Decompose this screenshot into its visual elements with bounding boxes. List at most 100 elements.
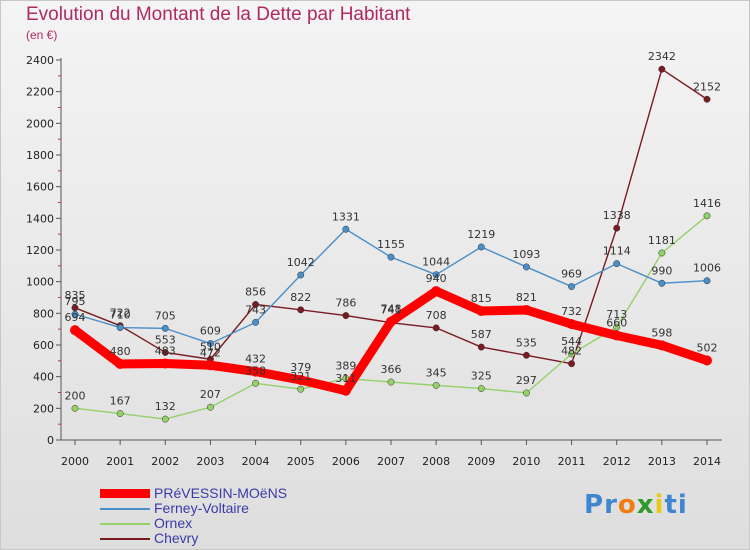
data-label-ferney-voltaire: 710 — [110, 309, 131, 322]
logo-letter: x — [636, 490, 655, 520]
data-label-pr-vessin-mo-ns: 472 — [200, 346, 221, 359]
data-label-pr-vessin-mo-ns: 732 — [561, 305, 582, 318]
data-label-ferney-voltaire: 1331 — [332, 210, 360, 223]
data-point-ornex — [477, 385, 485, 392]
data-label-ornex: 297 — [516, 374, 537, 387]
data-label-pr-vessin-mo-ns: 480 — [110, 345, 131, 358]
data-label-pr-vessin-mo-ns: 660 — [606, 317, 627, 330]
x-tick-label: 2000 — [61, 455, 89, 468]
x-tick-label: 2014 — [693, 455, 721, 468]
data-label-ferney-voltaire: 795 — [65, 295, 86, 308]
data-label-chevry: 587 — [471, 328, 492, 341]
x-tick-label: 2011 — [558, 455, 586, 468]
x-tick-label: 2008 — [422, 455, 450, 468]
data-label-chevry: 822 — [290, 291, 311, 304]
data-label-chevry: 741 — [381, 304, 402, 317]
data-point-ornex — [206, 403, 214, 411]
data-point-chevry — [252, 301, 260, 308]
data-label-chevry: 2152 — [693, 80, 721, 93]
data-label-ferney-voltaire: 1042 — [287, 256, 315, 269]
brand-logo: Proxiti — [584, 490, 688, 520]
data-point-pr-vessin-mo-ns — [702, 355, 712, 366]
y-tick-label: 400 — [33, 371, 54, 384]
data-label-ferney-voltaire: 1093 — [512, 248, 540, 261]
logo-letter: i — [677, 490, 688, 520]
data-point-ornex — [161, 415, 169, 423]
data-point-ornex — [703, 212, 711, 220]
series-layer — [70, 65, 712, 423]
x-tick-label: 2010 — [512, 455, 540, 468]
legend-swatch — [100, 538, 150, 540]
data-point-pr-vessin-mo-ns — [521, 305, 532, 316]
data-label-layer: 835 722 553 510 856 822 786 741 708 587 535 482 1338… — [65, 50, 722, 413]
y-tick-label: 1200 — [26, 244, 54, 257]
data-label-pr-vessin-mo-ns: 379 — [290, 361, 311, 374]
data-point-ornex — [432, 381, 440, 389]
data-label-chevry: 482 — [561, 345, 582, 358]
x-tick-label: 2009 — [467, 455, 495, 468]
data-label-pr-vessin-mo-ns: 432 — [245, 353, 266, 366]
x-tick-label: 2012 — [603, 455, 631, 468]
y-tick-label: 1400 — [26, 212, 54, 225]
data-point-ornex — [252, 379, 260, 387]
logo-letter: o — [617, 490, 637, 520]
data-label-chevry: 535 — [516, 336, 537, 349]
data-label-ornex: 132 — [155, 400, 176, 413]
data-label-ferney-voltaire: 743 — [245, 303, 266, 316]
data-label-ferney-voltaire: 1114 — [603, 245, 631, 258]
data-point-ferney-voltaire — [161, 324, 169, 332]
data-point-ferney-voltaire — [342, 225, 350, 233]
data-label-pr-vessin-mo-ns: 483 — [155, 345, 176, 358]
data-point-pr-vessin-mo-ns — [115, 359, 126, 369]
chart-title: Evolution du Montant de la Dette par Hab… — [26, 4, 411, 25]
legend: PRéVESSIN-MOëNS Ferney-Voltaire Ornex Chevr… — [100, 485, 360, 546]
data-point-chevry — [342, 312, 350, 319]
data-point-pr-vessin-mo-ns — [611, 330, 622, 341]
data-label-chevry: 708 — [426, 309, 447, 322]
data-label-ornex: 366 — [381, 363, 402, 376]
data-point-ornex — [71, 404, 79, 412]
data-point-pr-vessin-mo-ns — [566, 319, 577, 330]
data-label-chevry: 1338 — [603, 209, 631, 222]
logo-letter: P — [584, 490, 605, 520]
data-label-ornex: 200 — [65, 389, 86, 402]
legend-label: Ferney-Voltaire — [154, 500, 249, 516]
data-point-pr-vessin-mo-ns — [656, 340, 667, 351]
legend-item-pr-vessin-mo-ns: PRéVESSIN-MOëNS — [100, 485, 360, 501]
y-tick-label: 2200 — [26, 86, 54, 99]
data-label-ferney-voltaire: 1155 — [377, 238, 405, 251]
x-tick-label: 2004 — [242, 455, 270, 468]
axes: 0 200 400 600 800 1000 1200 1400 1600 1800 2000 220… — [26, 54, 722, 468]
data-point-chevry — [703, 95, 711, 103]
data-point-pr-vessin-mo-ns — [386, 316, 396, 327]
data-point-pr-vessin-mo-ns — [70, 325, 80, 336]
data-point-chevry — [432, 324, 440, 332]
y-tick-label: 600 — [33, 339, 54, 352]
y-tick-label: 2000 — [26, 117, 54, 130]
data-point-chevry — [568, 360, 576, 368]
data-label-ornex: 358 — [245, 364, 266, 377]
data-point-chevry — [613, 224, 621, 232]
legend-swatch — [100, 508, 150, 510]
data-label-ferney-voltaire: 705 — [155, 309, 176, 322]
legend-item-chevry: Chevry — [100, 530, 360, 546]
data-point-ornex — [297, 385, 305, 393]
logo-letter: r — [604, 490, 618, 520]
data-point-chevry — [477, 343, 485, 351]
y-tick-label: 1800 — [26, 149, 54, 162]
data-label-pr-vessin-mo-ns: 748 — [381, 303, 402, 316]
data-point-chevry — [161, 348, 169, 356]
data-label-chevry: 786 — [335, 297, 356, 310]
legend-label: Chevry — [154, 530, 199, 546]
x-tick-label: 2002 — [151, 455, 179, 468]
data-label-chevry: 835 — [65, 289, 86, 302]
data-label-ferney-voltaire: 1044 — [422, 256, 450, 269]
data-label-chevry: 510 — [200, 340, 221, 353]
data-point-pr-vessin-mo-ns — [295, 374, 306, 385]
logo-letter: i — [654, 490, 665, 520]
legend-item-ferney-voltaire: Ferney-Voltaire — [100, 500, 360, 516]
legend-label: PRéVESSIN-MOëNS — [154, 485, 288, 501]
data-label-ornex: 321 — [290, 370, 311, 383]
data-label-ornex: 325 — [471, 370, 492, 383]
